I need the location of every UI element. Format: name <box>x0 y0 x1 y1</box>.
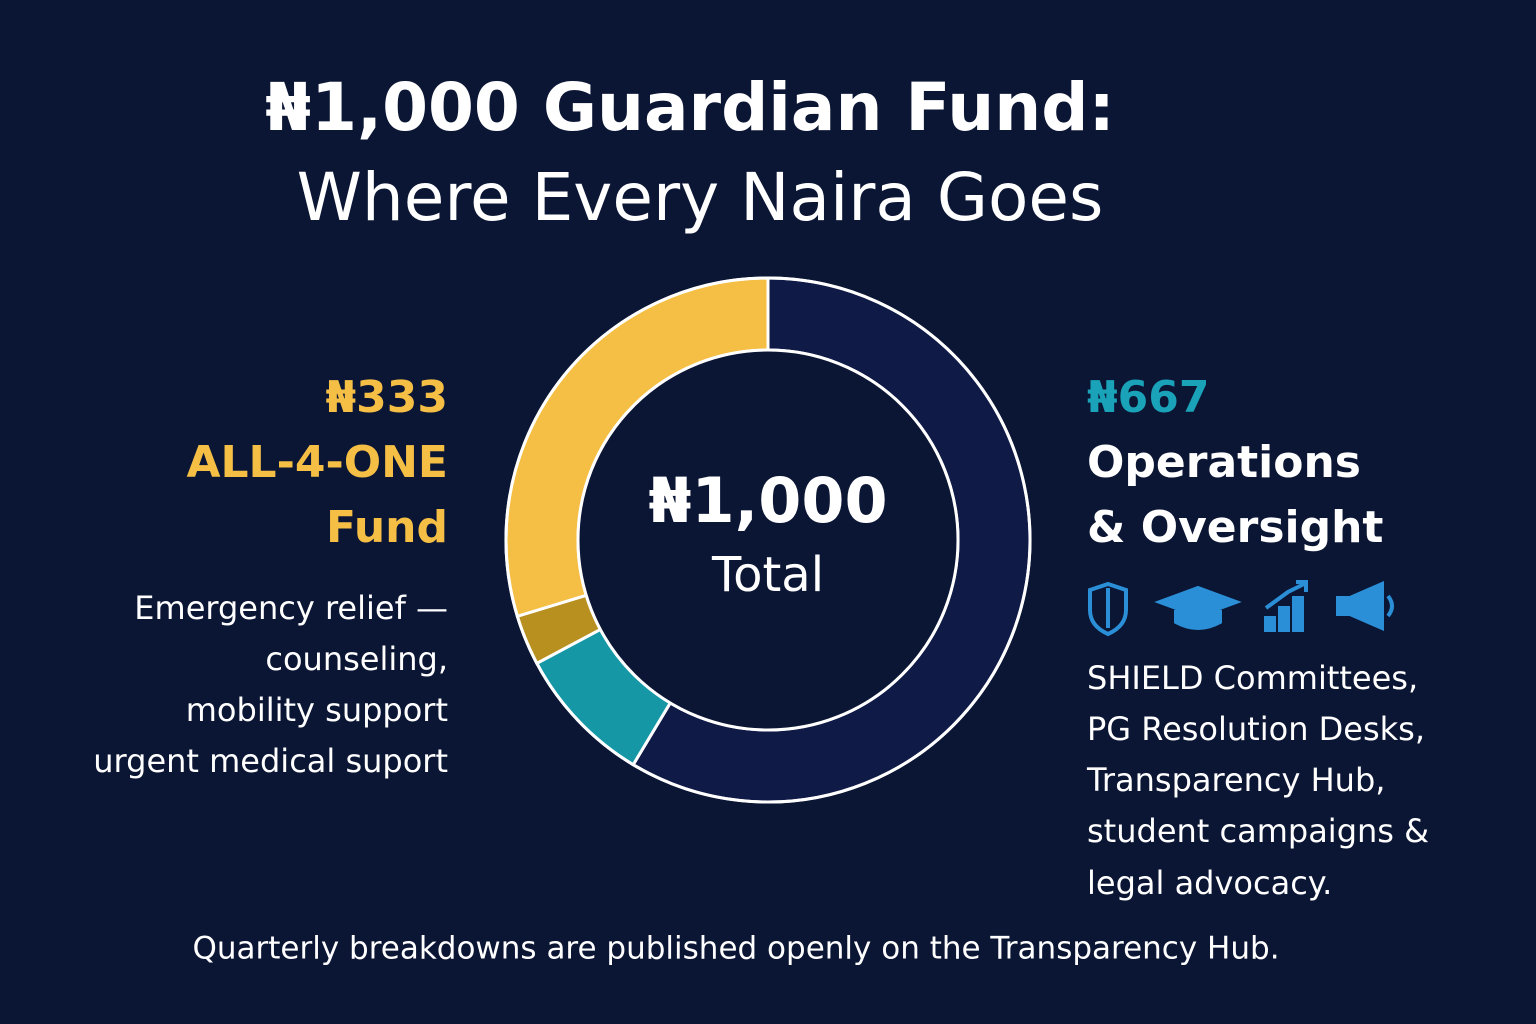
shield-icon <box>1088 581 1128 637</box>
left-amount: ₦333 <box>326 372 448 423</box>
right-heading: & Oversight <box>1087 502 1383 553</box>
chart-icon <box>1264 580 1308 610</box>
right-description: PG Resolution Desks, <box>1087 710 1425 748</box>
title: ₦1,000 Guardian Fund: <box>265 69 1115 146</box>
right-description: student campaigns & <box>1087 812 1429 850</box>
left-heading: Fund <box>326 502 448 553</box>
right-description: SHIELD Committees, <box>1087 659 1418 697</box>
left-description: mobility support <box>186 691 448 729</box>
left-heading: ALL-4-ONE <box>186 437 448 488</box>
right-description: legal advocacy. <box>1087 864 1332 902</box>
right-heading: Operations <box>1087 437 1361 488</box>
chart-icon <box>1278 606 1290 632</box>
cap-icon <box>1174 610 1222 630</box>
donut-outline <box>504 276 1032 804</box>
donut-chart <box>504 276 1032 804</box>
right-amount: ₦667 <box>1087 372 1209 423</box>
center-value: ₦1,000 <box>648 464 887 537</box>
left-description: counseling, <box>265 640 448 678</box>
footer-note: Quarterly breakdowns are published openl… <box>192 931 1279 967</box>
left-description: Emergency relief — <box>134 589 448 627</box>
donut-hole <box>576 348 960 732</box>
chart-icon <box>1292 596 1304 632</box>
left-description: urgent medical suport <box>93 742 448 780</box>
chart-icon <box>1264 616 1276 632</box>
megaphone-icon <box>1336 580 1384 632</box>
center-label: Total <box>711 547 824 603</box>
right-description: Transparency Hub, <box>1086 761 1385 799</box>
megaphone-icon <box>1386 594 1394 618</box>
icons <box>1088 580 1394 637</box>
title: Where Every Naira Goes <box>297 159 1104 236</box>
